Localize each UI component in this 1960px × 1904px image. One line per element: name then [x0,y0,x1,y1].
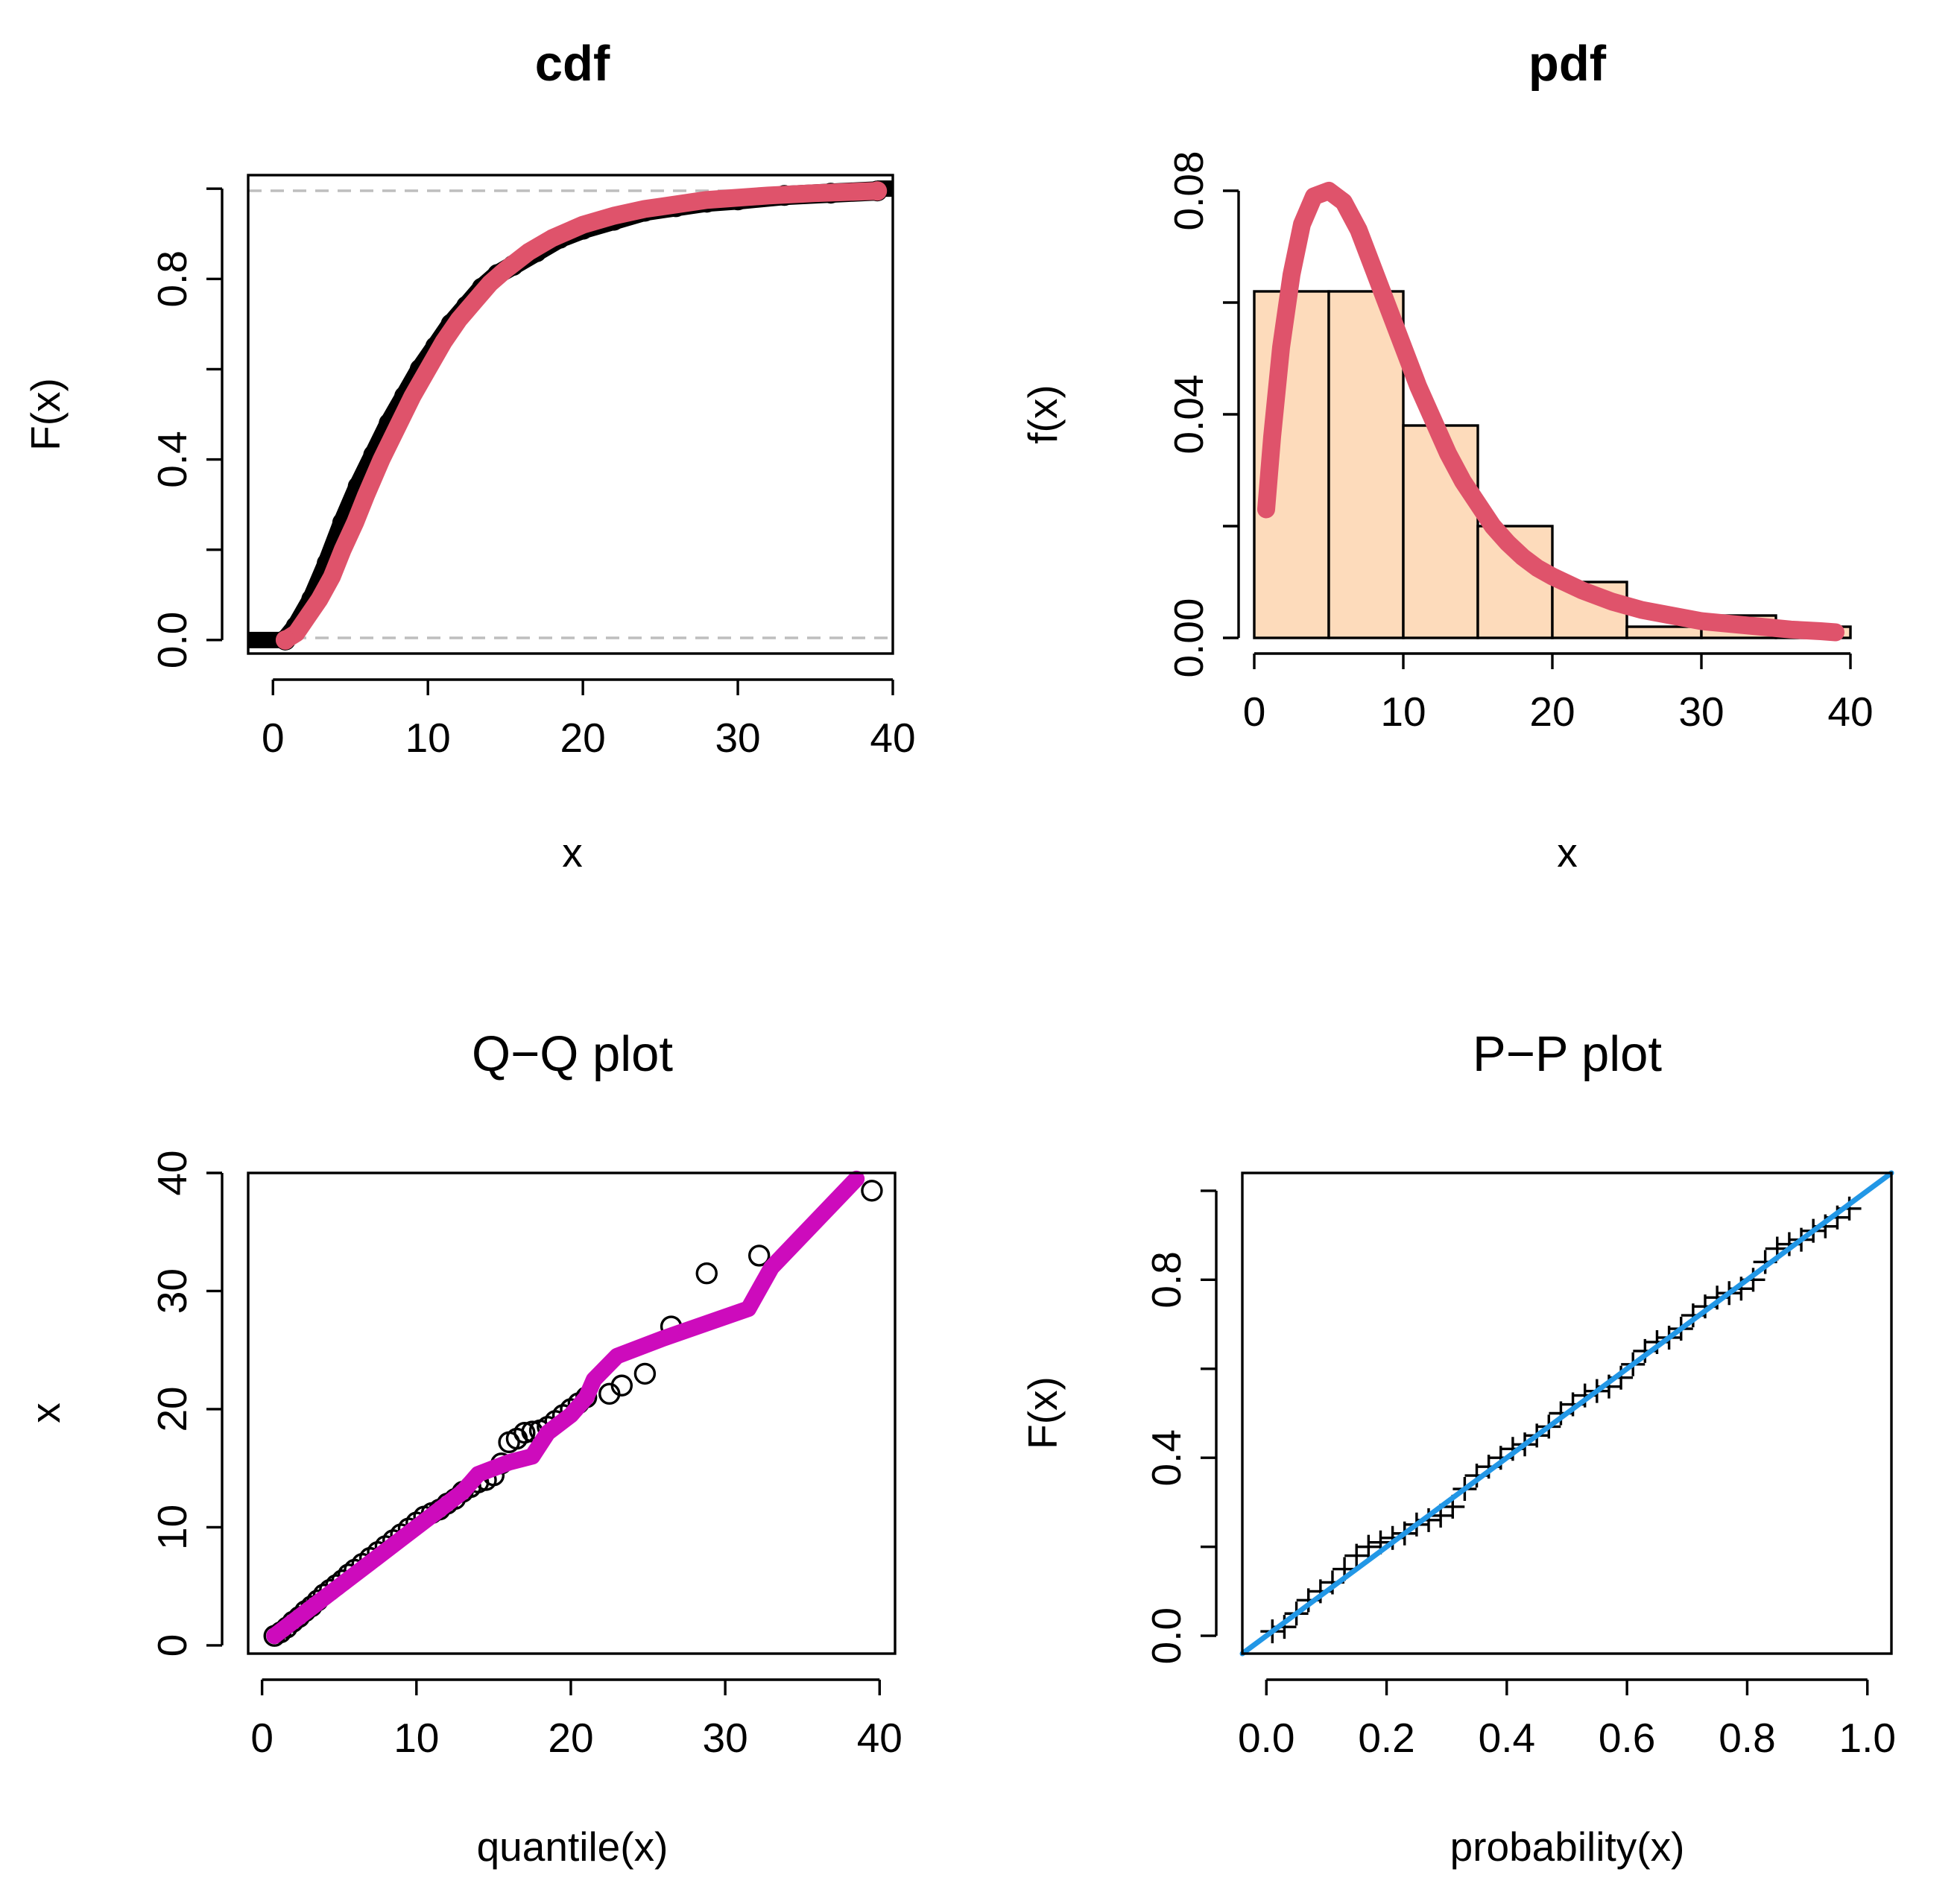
qq-x-tick-label: 30 [703,1715,748,1761]
cdf-x-tick-label: 40 [870,715,915,761]
pp-y-axis-label: F(x) [1019,1376,1066,1449]
pp-x-tick-label: 0.2 [1358,1715,1414,1761]
qq-y-axis-label: x [22,1402,69,1423]
pdf-histogram-bar [1327,290,1405,639]
cdf-panel: cdf 0 10 20 30 40 0.0 0.4 0.8 x F(x) [22,36,916,876]
pp-x-tick-label: 0.4 [1479,1715,1535,1761]
qq-x-axis-label: quantile(x) [477,1824,668,1870]
qq-data-point [695,1262,718,1285]
qq-x-tick-label: 0 [250,1715,274,1761]
pdf-x-tick-label: 0 [1243,689,1266,735]
cdf-title: cdf [535,36,610,92]
qq-plot-box [247,1171,897,1655]
qq-y-tick-label: 40 [149,1150,195,1195]
qq-fitted-line [266,1170,865,1645]
qq-y-tick-label: 0 [149,1634,195,1657]
pdf-density-curve [1257,182,1844,642]
qq-x-tick-label: 40 [857,1715,902,1761]
cdf-y-tick-label: 0.8 [149,250,195,307]
cdf-fitted-curve [276,182,887,649]
pdf-panel: pdf 0 10 20 30 40 0.00 0.04 0.08 x f(x) [1019,36,1874,876]
qq-data-point [861,1180,883,1202]
pp-x-tick-label: 0.0 [1238,1715,1294,1761]
qq-data-point [610,1374,633,1397]
pdf-y-tick-label: 0.04 [1166,374,1212,454]
qq-data-point [513,1421,536,1444]
qq-y-tick-label: 30 [149,1268,195,1314]
pp-reference-line [1239,1170,1894,1657]
pp-y-tick-label: 0.0 [1143,1607,1189,1664]
cdf-x-tick-label: 10 [405,715,451,761]
cdf-y-axis-label: F(x) [22,378,69,451]
cdf-y-tick-label: 0.0 [149,612,195,668]
pdf-x-tick-label: 20 [1529,689,1575,735]
pdf-x-tick-label: 10 [1380,689,1426,735]
pdf-title: pdf [1529,36,1607,92]
pdf-y-tick-label: 0.08 [1166,151,1212,230]
qq-title: Q−Q plot [472,1026,673,1082]
cdf-fitted-start [275,630,295,650]
pdf-x-axis-label: x [1557,829,1578,876]
pp-y-tick-label: 0.8 [1143,1251,1189,1308]
pp-x-tick-label: 0.6 [1599,1715,1655,1761]
pp-plot-box [1241,1171,1893,1655]
pdf-x-tick-label: 40 [1827,689,1873,735]
cdf-plot-box [247,174,894,655]
qq-data-point [633,1362,657,1385]
pp-x-axis-label: probability(x) [1450,1824,1685,1870]
cdf-x-tick-label: 30 [715,715,760,761]
pp-data-point [1344,1543,1369,1568]
pp-x-tick-label: 0.8 [1719,1715,1775,1761]
pp-title: P−P plot [1473,1026,1662,1082]
pdf-y-axis-label: f(x) [1019,385,1066,443]
qq-data-point [747,1244,771,1267]
pp-panel: P−P plot 0.0 0.2 0.4 0.6 0.8 1.0 0.0 0.4 0.8 pro… [1019,1026,1896,1870]
qq-y-tick-label: 20 [149,1386,195,1432]
pdf-histogram-bar [1625,625,1703,639]
pp-y-tick-label: 0.4 [1143,1429,1189,1486]
pp-x-tick-label: 1.0 [1839,1715,1896,1761]
cdf-fitted-end [867,181,888,201]
pdf-x-tick-label: 30 [1678,689,1724,735]
cdf-x-tick-label: 20 [560,715,606,761]
cdf-x-axis-label: x [562,829,583,876]
qq-x-tick-label: 20 [548,1715,593,1761]
qq-y-tick-label: 10 [149,1505,195,1550]
qq-x-tick-label: 10 [393,1715,439,1761]
pdf-y-tick-label: 0.00 [1166,598,1212,677]
pp-data-point [1356,1534,1381,1559]
cdf-x-tick-label: 0 [262,715,285,761]
cdf-y-tick-label: 0.4 [149,431,195,487]
